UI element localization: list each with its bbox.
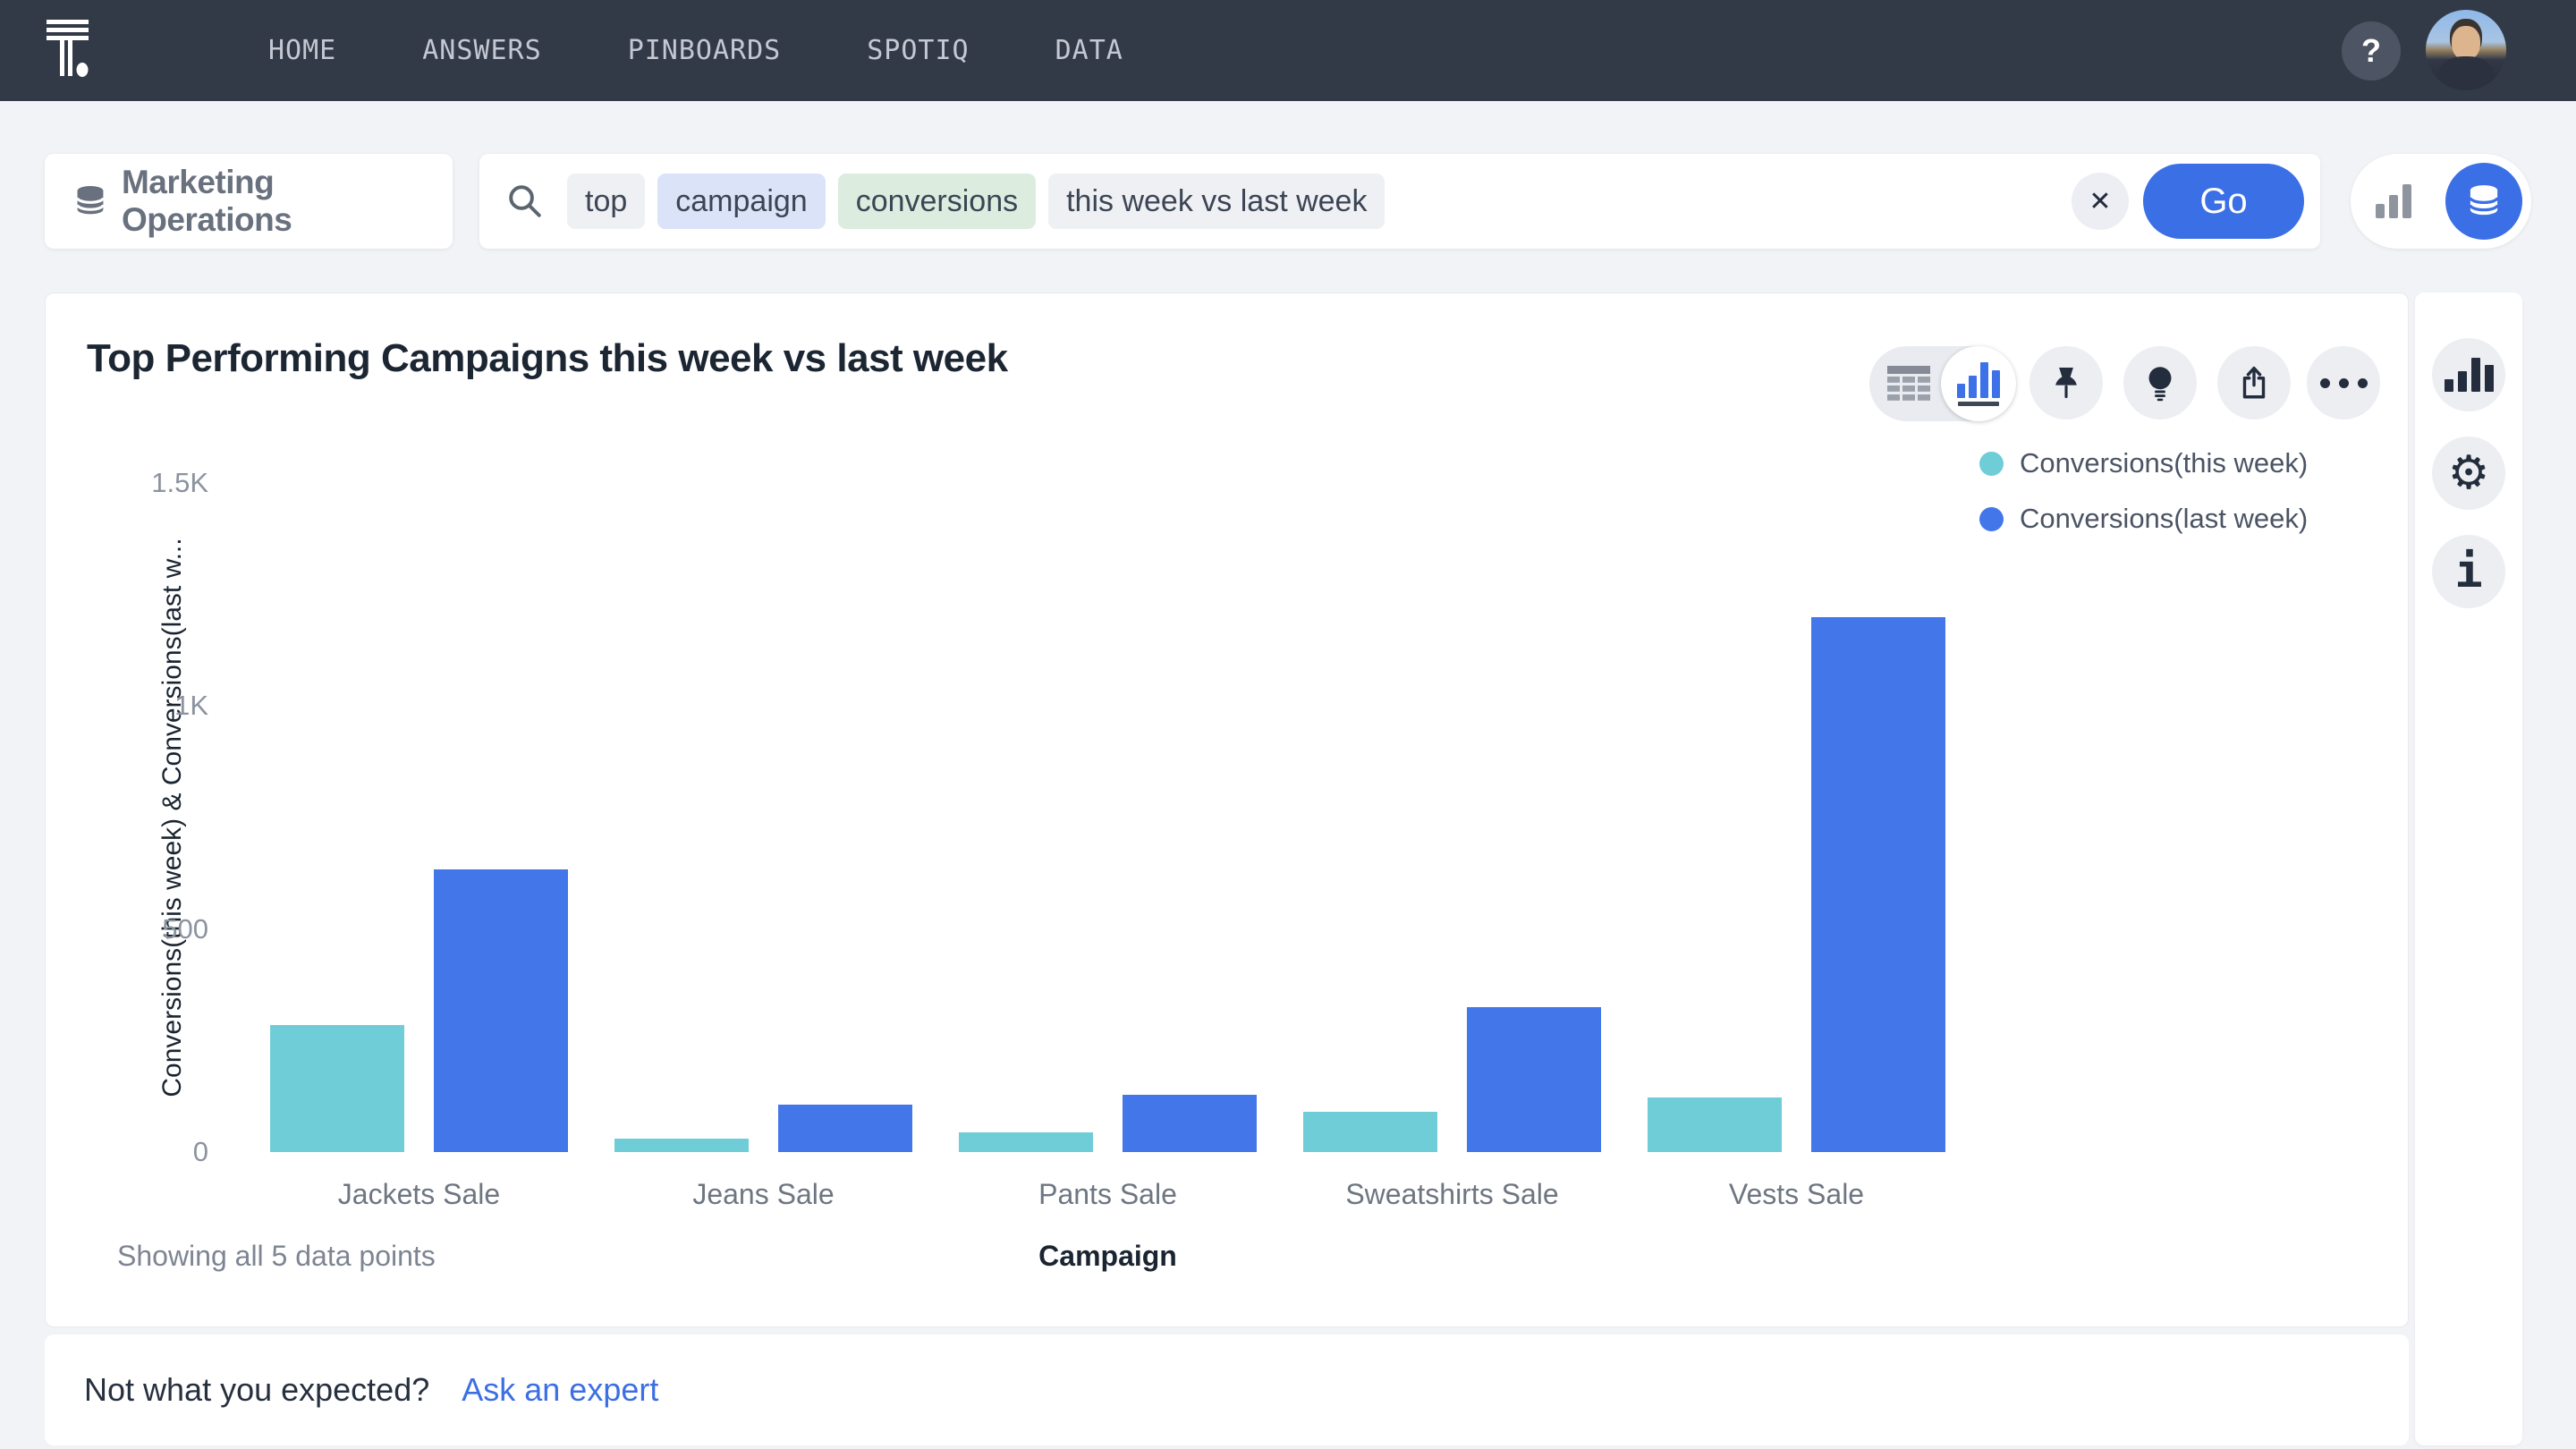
y-axis-tick-label: 1.5K [151, 467, 208, 498]
chart-type-icon [2444, 358, 2494, 392]
search-bar[interactable]: top campaign conversions this week vs last … [479, 154, 2320, 249]
nav-item-pinboards[interactable]: PINBOARDS [627, 35, 782, 66]
legend-label: Conversions(last week) [2020, 503, 2309, 534]
clear-search-button[interactable]: ✕ [2072, 173, 2129, 230]
bar-conversions-last-week--jeans-sale[interactable] [778, 1104, 912, 1152]
search-token[interactable]: campaign [657, 174, 826, 229]
chart-legend: Conversions(this week) Conversions(last w… [1979, 447, 2308, 535]
lightbulb-icon [2148, 367, 2172, 402]
data-source-selector[interactable]: Marketing Operations [45, 154, 453, 249]
showing-data-points-label: Showing all 5 data points [117, 1240, 436, 1272]
thoughtspot-logo[interactable] [47, 20, 89, 80]
nav-item-home[interactable]: HOME [268, 35, 337, 66]
chart-view-button-selected[interactable] [1941, 346, 2016, 421]
pin-icon [2055, 367, 2077, 399]
search-icon [509, 185, 541, 217]
info-icon: i [2454, 545, 2483, 598]
x-axis-category-label: Vests Sale [1728, 1178, 1865, 1210]
legend-dot [1979, 451, 2004, 476]
legend-label: Conversions(this week) [2020, 447, 2309, 479]
bar-conversions-last-week--vests-sale[interactable] [1811, 616, 1945, 1152]
go-button[interactable]: Go [2143, 164, 2304, 239]
answer-title: Top Performing Campaigns this week vs la… [87, 336, 1008, 380]
footer-bar: Not what you expected? Ask an expert [45, 1335, 2409, 1445]
legend-item[interactable]: Conversions(last week) [1979, 503, 2308, 535]
gear-icon: ⚙ [2447, 446, 2490, 500]
nav-item-spotiq[interactable]: SPOTIQ [867, 35, 970, 66]
data-source-label: Marketing Operations [121, 164, 292, 238]
search-token[interactable]: this week vs last week [1048, 174, 1385, 229]
chart-type-button[interactable] [2432, 338, 2505, 411]
x-axis-category-label: Sweatshirts Sale [1345, 1178, 1559, 1210]
search-tokens: top campaign conversions this week vs last … [567, 174, 2072, 229]
answer-view-icon[interactable] [2376, 184, 2411, 218]
right-rail: ⚙ i [2415, 292, 2522, 1445]
more-icon [2319, 377, 2368, 388]
share-button[interactable] [2217, 346, 2291, 419]
search-token[interactable]: top [567, 174, 646, 229]
bar-conversions-last-week--sweatshirts-sale[interactable] [1467, 1006, 1601, 1152]
more-actions-button[interactable] [2307, 346, 2380, 419]
x-axis-category-label: Jackets Sale [337, 1178, 501, 1210]
info-button[interactable]: i [2432, 535, 2505, 608]
x-axis-title: Campaign [1038, 1240, 1177, 1272]
bar-conversions-this-week--vests-sale[interactable] [1648, 1097, 1782, 1152]
y-axis-tick-label: 0 [192, 1136, 208, 1167]
x-axis-category-label: Pants Sale [1038, 1178, 1177, 1210]
database-icon [2469, 185, 2499, 216]
table-view-icon[interactable] [1887, 366, 1930, 402]
y-axis-title: Conversions(this week) & Conversions(las… [157, 538, 187, 1097]
nav-item-data[interactable]: DATA [1055, 35, 1123, 66]
answer-card: Top Performing Campaigns this week vs la… [45, 292, 2409, 1327]
data-view-button[interactable] [2445, 163, 2522, 240]
y-axis-tick-label: 500 [162, 912, 208, 945]
ask-an-expert-link[interactable]: Ask an expert [462, 1371, 659, 1408]
help-icon: ? [2361, 32, 2381, 69]
table-chart-toggle [1869, 346, 2016, 421]
bar-conversions-this-week--pants-sale[interactable] [959, 1132, 1093, 1152]
user-avatar[interactable] [2426, 10, 2506, 90]
bar-conversions-last-week--pants-sale[interactable] [1123, 1094, 1257, 1152]
top-nav: HOME ANSWERS PINBOARDS SPOTIQ DATA ? [0, 0, 2576, 101]
answer-data-view-toggle [2351, 154, 2531, 249]
y-axis-tick-label: 1K [174, 690, 208, 722]
bar-chart-plot [247, 483, 1969, 1152]
share-icon [2242, 366, 2266, 399]
bar-conversions-this-week--jackets-sale[interactable] [270, 1024, 404, 1152]
x-axis-category-label: Jeans Sale [692, 1178, 835, 1210]
spotiq-insight-button[interactable] [2123, 346, 2197, 419]
legend-item[interactable]: Conversions(this week) [1979, 447, 2308, 479]
nav-menu: HOME ANSWERS PINBOARDS SPOTIQ DATA [268, 0, 1123, 101]
nav-item-answers[interactable]: ANSWERS [422, 35, 542, 66]
close-icon: ✕ [2089, 186, 2112, 216]
bar-conversions-last-week--jackets-sale[interactable] [434, 869, 568, 1152]
footer-question: Not what you expected? [84, 1371, 430, 1408]
configure-button[interactable]: ⚙ [2432, 436, 2505, 510]
help-button[interactable]: ? [2342, 21, 2401, 80]
database-icon [75, 185, 105, 215]
pin-button[interactable] [2029, 346, 2103, 419]
go-button-label: Go [2199, 181, 2248, 221]
chart-view-icon [1957, 361, 2000, 398]
legend-dot [1979, 506, 2004, 531]
bar-conversions-this-week--sweatshirts-sale[interactable] [1303, 1111, 1437, 1152]
search-token[interactable]: conversions [837, 174, 1037, 229]
bar-conversions-this-week--jeans-sale[interactable] [614, 1139, 749, 1152]
